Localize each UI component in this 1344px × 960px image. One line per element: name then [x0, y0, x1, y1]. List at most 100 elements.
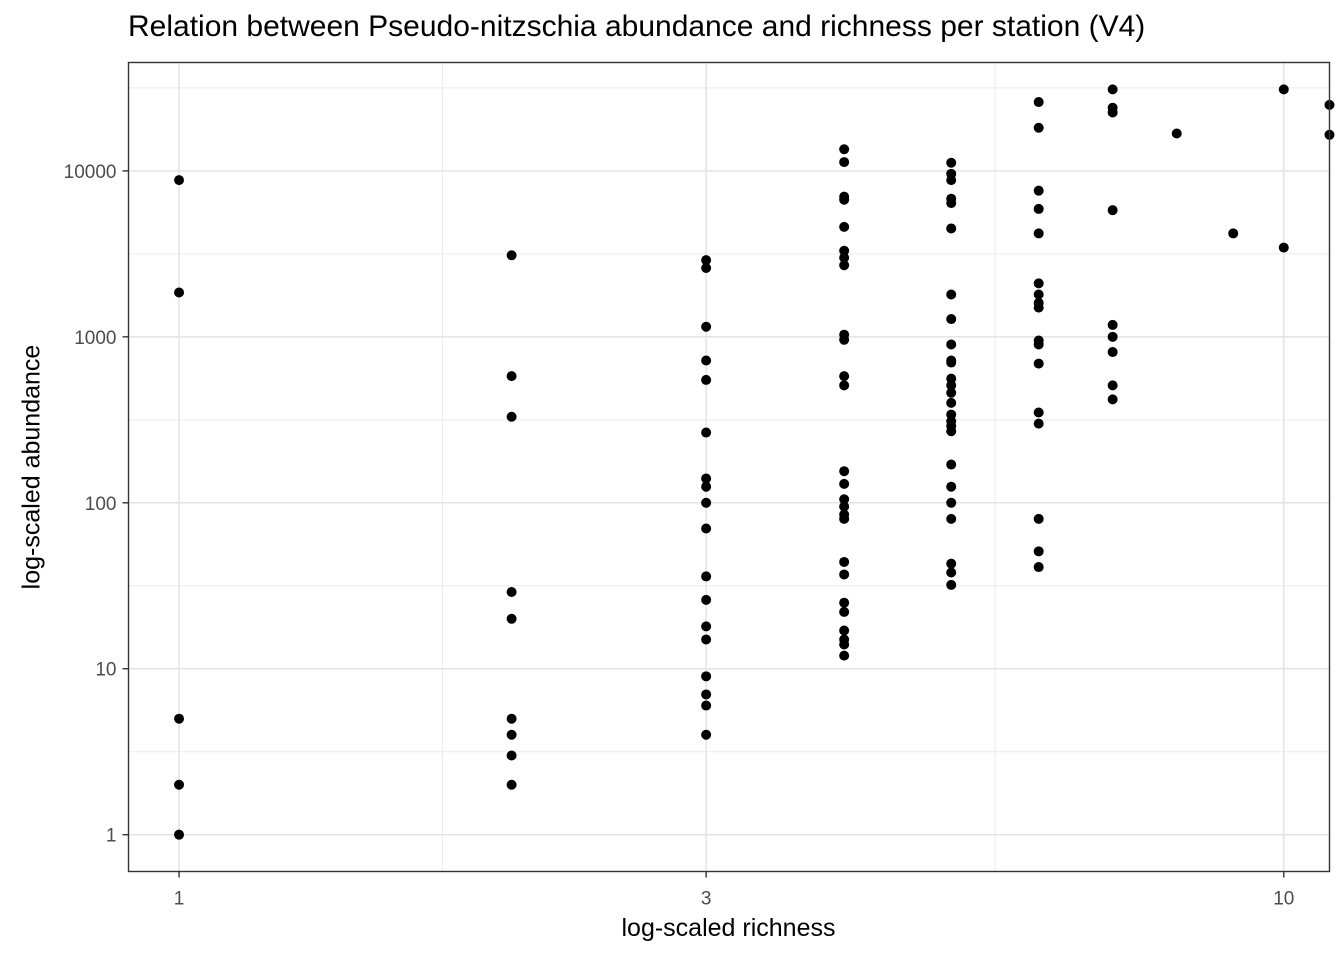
data-point — [701, 700, 712, 711]
data-point — [946, 289, 957, 300]
x-tick-label: 10 — [1273, 889, 1294, 910]
data-point — [839, 513, 850, 524]
data-point — [839, 625, 850, 636]
data-point — [506, 613, 517, 624]
data-point — [839, 556, 850, 567]
data-point — [701, 634, 712, 645]
data-point — [946, 175, 957, 186]
data-point — [1033, 339, 1044, 350]
data-point — [701, 497, 712, 508]
data-point — [174, 175, 185, 186]
data-point — [701, 355, 712, 366]
data-point — [946, 223, 957, 234]
data-point — [946, 558, 957, 569]
data-point — [1107, 347, 1118, 358]
data-point — [839, 494, 850, 505]
data-point — [701, 255, 712, 266]
data-point — [1033, 418, 1044, 429]
data-point — [946, 513, 957, 524]
data-point — [506, 729, 517, 740]
data-point — [701, 262, 712, 273]
y-tick-label: 1 — [106, 826, 117, 847]
data-point — [701, 594, 712, 605]
data-point — [506, 250, 517, 261]
data-point — [946, 387, 957, 398]
data-point — [839, 569, 850, 580]
data-point — [839, 334, 850, 345]
data-point — [1033, 407, 1044, 418]
axes: 1 3 10 1 10 100 1000 10000 — [64, 162, 1295, 910]
data-point — [839, 260, 850, 271]
data-point — [946, 426, 957, 437]
data-point — [946, 567, 957, 578]
data-point — [839, 380, 850, 391]
data-point — [1107, 331, 1118, 342]
data-point — [839, 221, 850, 232]
data-points — [174, 84, 1335, 840]
data-point — [946, 497, 957, 508]
data-point — [1033, 203, 1044, 214]
data-point — [1033, 97, 1044, 108]
data-point — [506, 411, 517, 422]
chart-title: Relation between Pseudo-nitzschia abunda… — [128, 10, 1146, 43]
data-point — [946, 314, 957, 325]
data-point — [506, 371, 517, 382]
data-point — [1107, 394, 1118, 405]
y-tick-label: 100 — [85, 494, 117, 515]
data-point — [701, 729, 712, 740]
x-tick-label: 3 — [701, 889, 712, 910]
data-point — [701, 427, 712, 438]
data-point — [506, 750, 517, 761]
data-point — [839, 252, 850, 263]
data-point — [946, 198, 957, 209]
data-point — [946, 579, 957, 590]
data-point — [1278, 242, 1289, 253]
x-axis-label: log-scaled richness — [621, 914, 836, 942]
data-point — [839, 194, 850, 205]
data-point — [701, 621, 712, 632]
data-point — [1033, 358, 1044, 369]
data-point — [1033, 562, 1044, 573]
data-point — [701, 689, 712, 700]
data-point — [701, 321, 712, 332]
data-point — [839, 501, 850, 512]
y-tick-label: 10 — [95, 660, 116, 681]
data-point — [1107, 380, 1118, 391]
y-axis-label: log-scaled abundance — [17, 344, 46, 590]
data-point — [174, 287, 185, 298]
data-point — [946, 157, 957, 168]
data-point — [1107, 319, 1118, 330]
data-point — [1033, 513, 1044, 524]
data-point — [701, 523, 712, 534]
data-point — [946, 357, 957, 368]
data-point — [1033, 278, 1044, 289]
data-point — [701, 671, 712, 682]
data-point — [839, 478, 850, 489]
data-point — [506, 713, 517, 724]
data-point — [701, 481, 712, 492]
data-point — [701, 571, 712, 582]
data-point — [1033, 289, 1044, 300]
data-point — [1033, 185, 1044, 196]
data-point — [946, 459, 957, 470]
data-point — [1171, 128, 1182, 139]
data-point — [839, 597, 850, 608]
data-point — [1107, 205, 1118, 216]
data-point — [946, 397, 957, 408]
data-point — [1033, 228, 1044, 239]
data-point — [839, 639, 850, 650]
x-tick-label: 1 — [174, 889, 185, 910]
data-point — [174, 829, 185, 840]
data-point — [1033, 122, 1044, 133]
data-point — [1278, 84, 1289, 95]
data-point — [506, 779, 517, 790]
data-point — [946, 380, 957, 391]
y-tick-label: 1000 — [74, 328, 116, 349]
data-point — [1107, 107, 1118, 118]
grid-lines — [128, 62, 1330, 872]
data-point — [1107, 84, 1118, 95]
plot-panel-border — [127, 61, 1331, 873]
data-point — [839, 650, 850, 661]
data-point — [174, 779, 185, 790]
